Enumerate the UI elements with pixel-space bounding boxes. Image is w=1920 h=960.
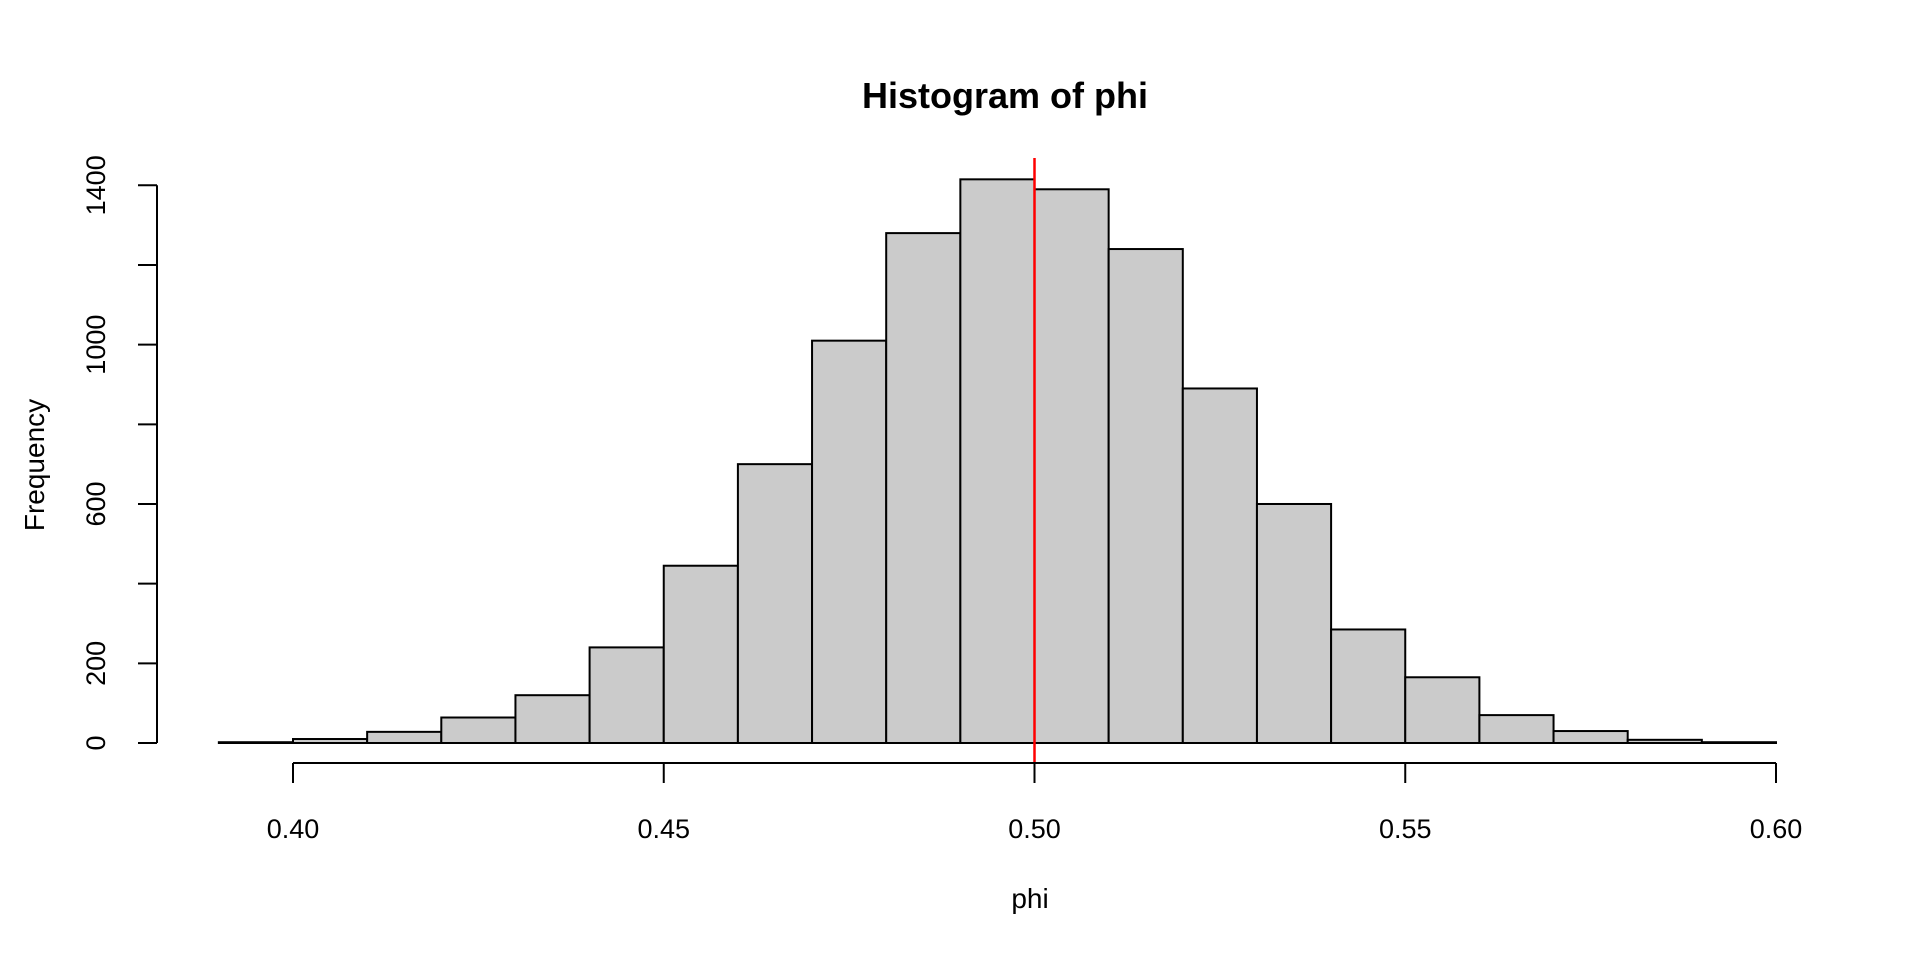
chart-title: Histogram of phi	[862, 75, 1148, 116]
histogram-bar	[1255, 502, 1333, 744]
histogram-bar	[514, 694, 591, 744]
x-axis-label: phi	[1011, 883, 1048, 914]
histogram-bar	[1478, 714, 1555, 744]
histogram-bar	[959, 178, 1036, 744]
histogram-bar	[366, 730, 443, 744]
histogram-bar	[292, 738, 369, 744]
histogram-bar	[1626, 738, 1703, 744]
x-axis-tick-label: 0.60	[1750, 814, 1803, 844]
histogram-bar	[588, 646, 665, 744]
histogram-bar	[736, 463, 814, 744]
x-axis-tick-label: 0.50	[1008, 814, 1061, 844]
histogram-bar	[1107, 248, 1184, 745]
x-axis-tick-label: 0.55	[1379, 814, 1432, 844]
y-axis-tick-label: 0	[81, 735, 111, 750]
histogram-bar	[662, 564, 739, 744]
x-axis-tick-label: 0.45	[637, 814, 690, 844]
bars-group	[217, 178, 1777, 745]
y-axis-label: Frequency	[19, 399, 50, 531]
histogram-bar	[217, 741, 295, 745]
histogram-bar	[1404, 676, 1481, 745]
y-axis-tick-label: 1000	[81, 315, 111, 375]
histogram-bar	[885, 232, 962, 744]
histogram-bar	[440, 716, 517, 745]
y-axis-tick-label: 600	[81, 481, 111, 526]
histogram-bar	[1330, 628, 1407, 745]
histogram-bar	[1033, 188, 1110, 744]
histogram-bar	[1700, 741, 1777, 745]
y-axis-tick-label: 200	[81, 641, 111, 686]
x-axis-tick-label: 0.40	[267, 814, 320, 844]
axes-group: 0.40 0.45 0.50 0.55 0.60 0 200 600 1000 1400	[81, 155, 1802, 844]
histogram-bar	[811, 339, 888, 744]
y-axis-tick-label: 1400	[81, 155, 111, 215]
histogram-bar	[1181, 387, 1258, 744]
histogram-bar	[1552, 730, 1629, 744]
